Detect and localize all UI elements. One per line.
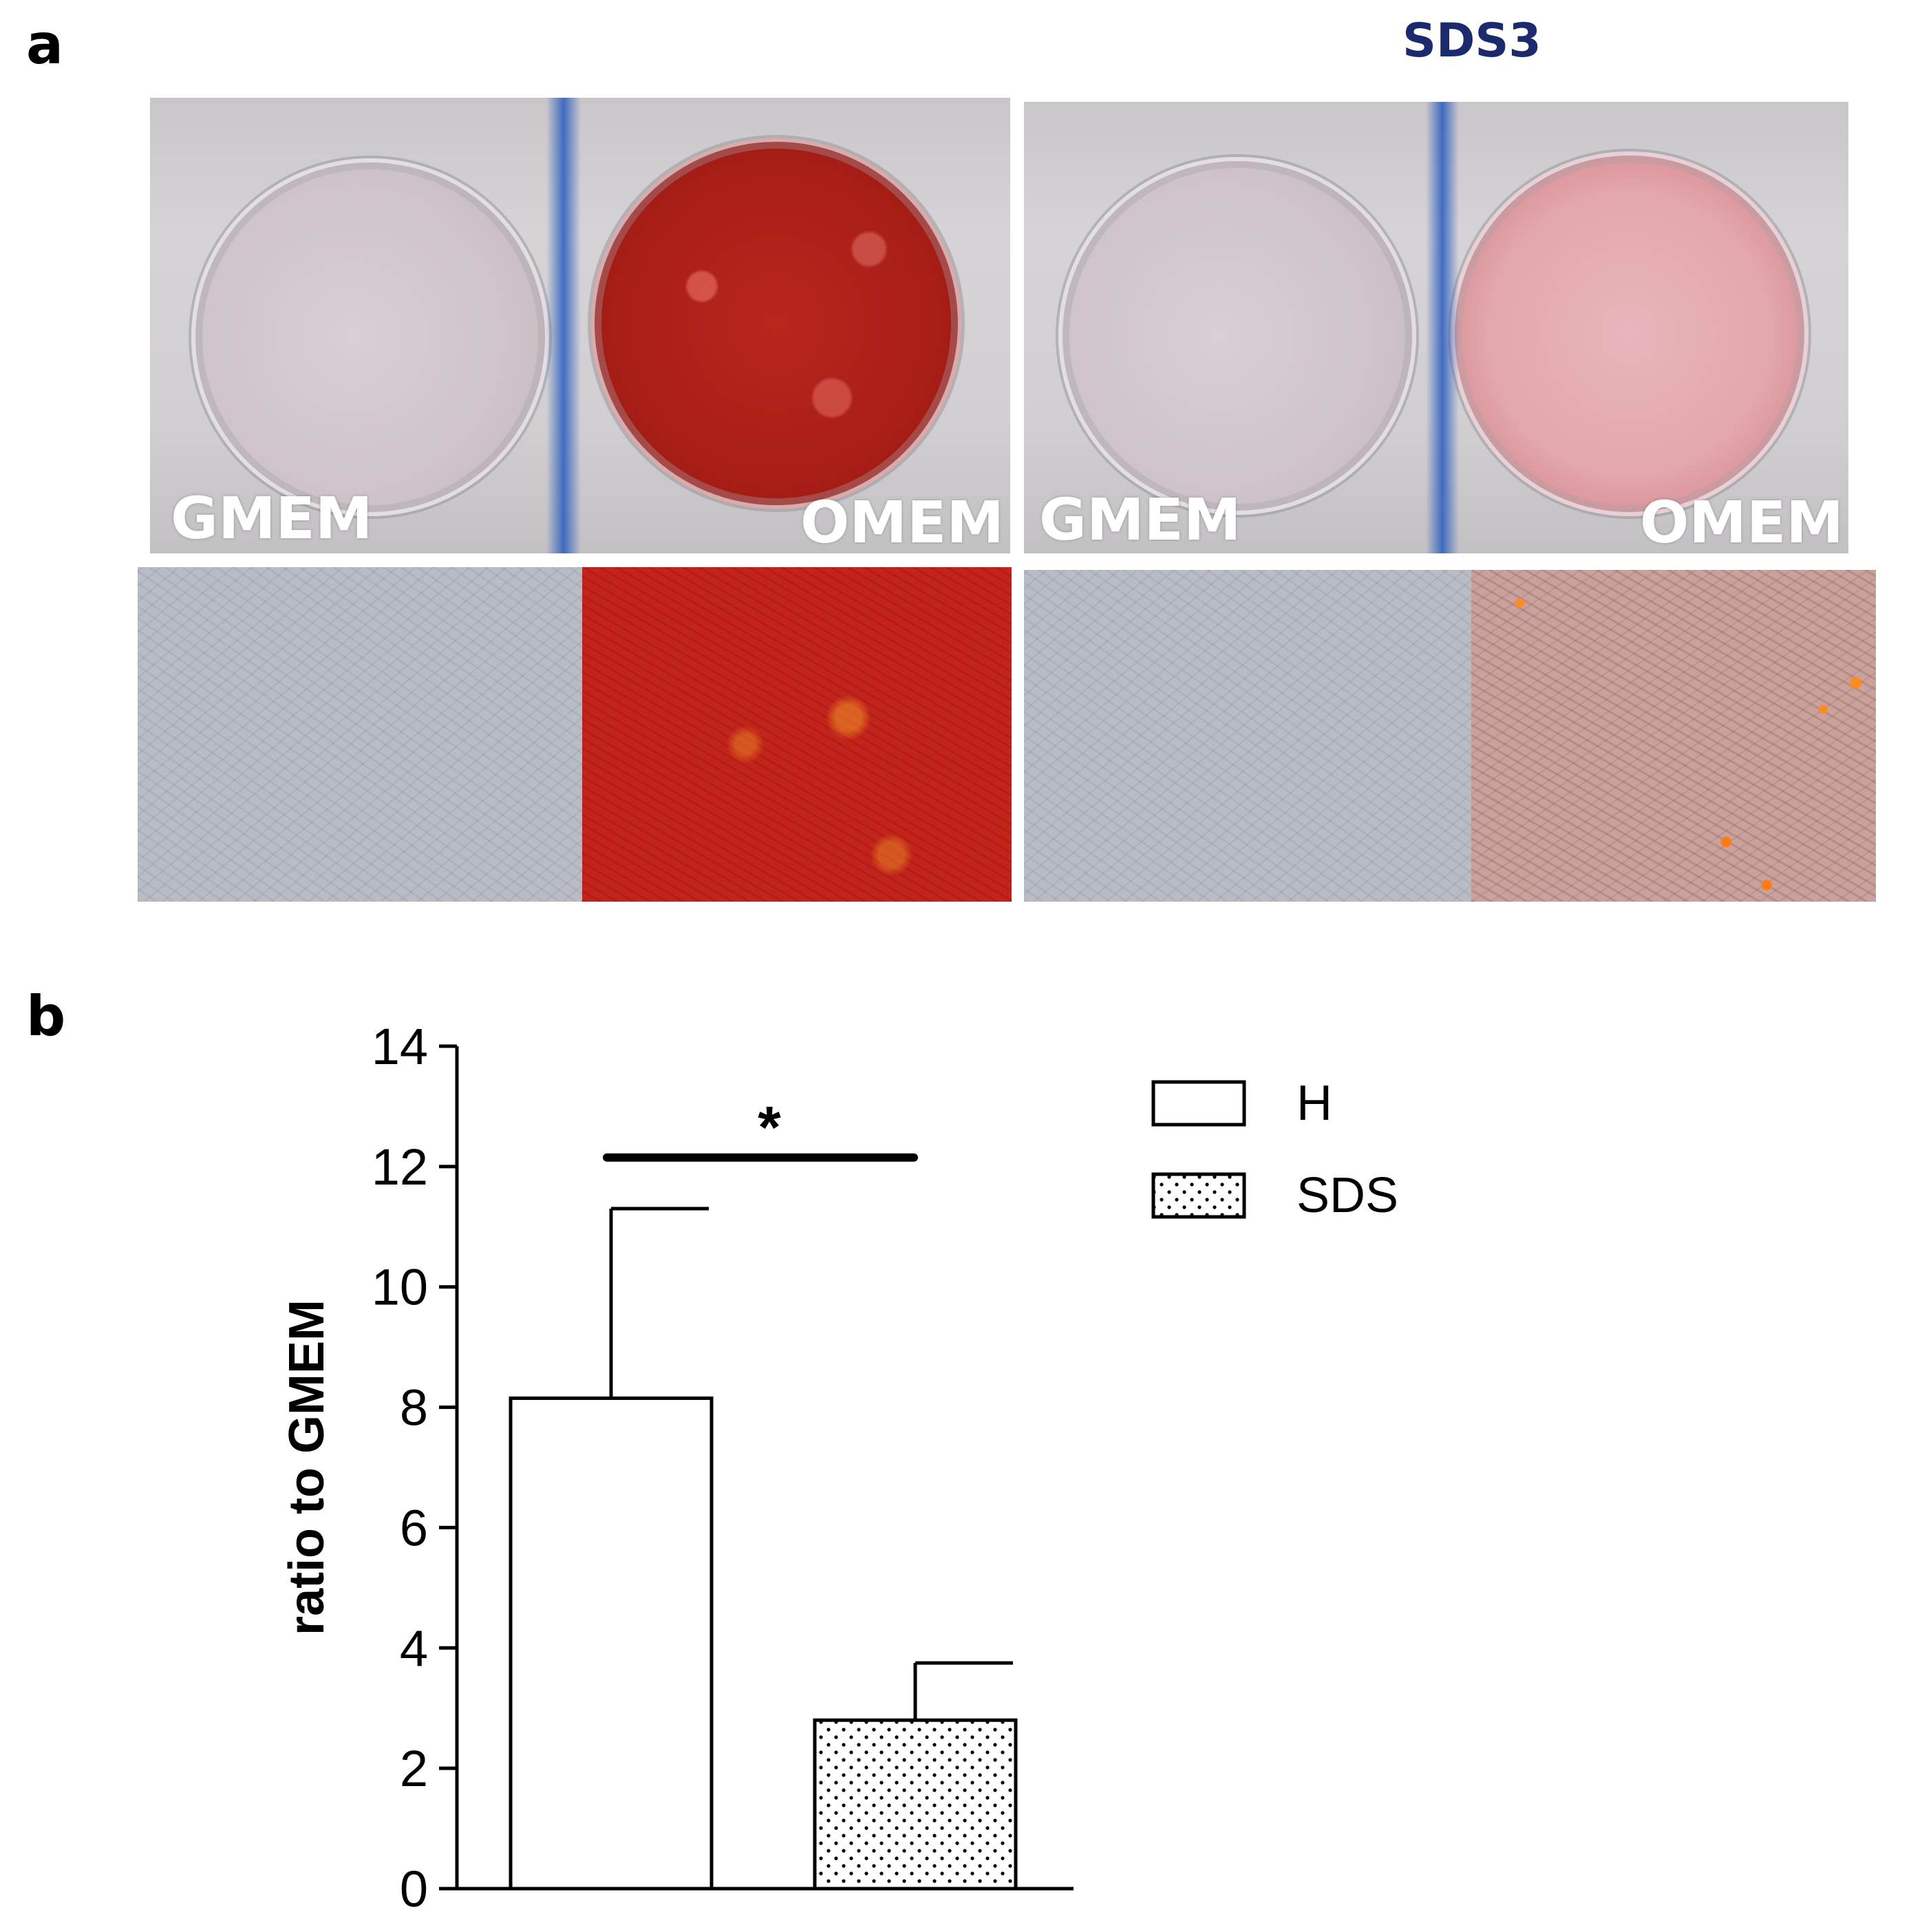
legend-label-sds: SDS — [1296, 1168, 1398, 1223]
right-omem-well — [1451, 151, 1808, 516]
left-gmem-micrograph — [138, 567, 582, 902]
y-axis-label: ratio to GMEM — [279, 1299, 334, 1635]
legend-label-h: H — [1296, 1076, 1332, 1131]
y-tick-label: 8 — [400, 1379, 428, 1436]
y-tick-label: 10 — [372, 1259, 428, 1316]
panel-a-label: a — [26, 12, 63, 76]
left-omem-micrograph — [582, 567, 1012, 902]
sds3-title: SDS3 — [1402, 14, 1541, 68]
legend-swatch-sds — [1151, 1172, 1246, 1219]
left-plate-photo: GMEM OMEM — [150, 98, 1010, 553]
right-omem-micrograph — [1471, 570, 1876, 902]
y-tick-label: 4 — [400, 1620, 428, 1677]
left-gmem-well — [191, 158, 549, 516]
left-omem-label: OMEM — [800, 489, 1004, 553]
left-omem-well — [590, 138, 962, 509]
panel-b-label: b — [26, 984, 66, 1048]
bar-chart: 0 2 4 6 8 10 12 14 ratio to GMEM * H SDS — [279, 1018, 1398, 1918]
y-tick-label: 0 — [400, 1860, 428, 1918]
left-gmem-label: GMEM — [171, 485, 373, 552]
y-tick-label: 6 — [400, 1499, 428, 1556]
legend-swatch-h — [1151, 1080, 1246, 1127]
right-omem-label: OMEM — [1640, 489, 1844, 553]
y-tick-label: 14 — [372, 1018, 428, 1075]
y-tick-label: 2 — [400, 1740, 428, 1797]
right-plate-photo: GMEM OMEM — [1024, 102, 1848, 553]
plate-edge-strip — [1426, 102, 1459, 553]
significance-star: * — [758, 1095, 781, 1161]
plate-edge-strip — [546, 98, 581, 553]
bar-sds — [813, 1718, 1018, 1891]
right-gmem-well — [1058, 157, 1416, 515]
right-gmem-label: GMEM — [1039, 486, 1241, 553]
bar-h — [509, 1396, 714, 1891]
y-tick-label: 12 — [372, 1138, 428, 1196]
right-gmem-micrograph — [1024, 570, 1471, 902]
